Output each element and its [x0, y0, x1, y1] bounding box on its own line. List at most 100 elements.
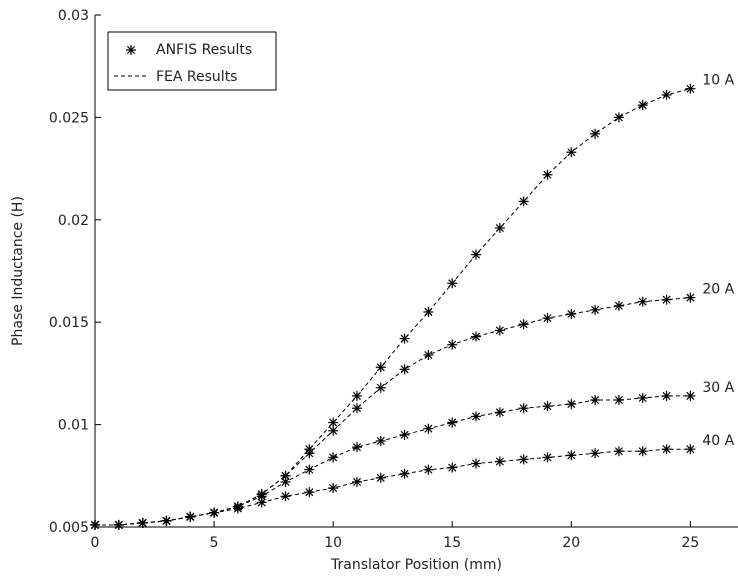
data-point [518, 319, 529, 330]
y-tick-label: 0.02 [58, 213, 89, 229]
data-point [685, 444, 696, 455]
data-point [423, 349, 434, 360]
series-10-a [90, 83, 696, 530]
data-point [542, 401, 553, 412]
x-tick-label: 15 [443, 535, 461, 551]
data-point [90, 519, 100, 530]
series-40-a [90, 444, 696, 530]
y-tick-label: 0.005 [49, 520, 89, 536]
legend-marker-anfis [126, 45, 136, 55]
data-point [375, 362, 386, 373]
series-label: 40 A [702, 433, 734, 449]
series-label: 30 A [702, 380, 734, 396]
data-point [494, 407, 505, 418]
data-point [280, 476, 291, 487]
legend-asterisk [126, 45, 136, 55]
data-point [542, 169, 553, 180]
data-point [447, 339, 458, 350]
x-tick-label: 20 [562, 535, 580, 551]
data-point [637, 296, 648, 307]
data-point [280, 470, 291, 481]
x-tick-label: 25 [681, 535, 699, 551]
data-point [566, 309, 577, 320]
data-point [304, 464, 315, 475]
x-tick-label: 5 [210, 535, 219, 551]
data-point [590, 448, 601, 459]
series-label: 20 A [702, 282, 734, 298]
data-point [613, 300, 624, 311]
legend-box [107, 31, 277, 91]
data-point [590, 395, 601, 406]
data-point [399, 429, 410, 440]
data-point [351, 442, 362, 453]
x-axis-title: Translator Position (mm) [330, 557, 502, 573]
series-line [95, 395, 691, 526]
data-point [304, 487, 315, 498]
data-point [351, 476, 362, 487]
data-point [566, 399, 577, 410]
data-point [328, 425, 339, 436]
y-tick-label: 0.03 [58, 8, 89, 24]
data-point [590, 304, 601, 315]
series-group [90, 83, 696, 530]
series-line [95, 88, 691, 526]
data-point [637, 392, 648, 403]
data-point [637, 446, 648, 457]
data-point [137, 517, 148, 528]
data-point [399, 333, 410, 344]
data-point [613, 395, 624, 406]
data-point [113, 519, 124, 530]
data-point [542, 313, 553, 324]
data-point [280, 491, 291, 502]
data-point [566, 147, 577, 158]
data-point [351, 390, 362, 401]
data-point [328, 452, 339, 463]
y-tick-label: 0.025 [49, 110, 89, 126]
series-line [95, 297, 691, 526]
data-point [161, 515, 172, 526]
data-point [328, 417, 339, 428]
series-20-a [90, 292, 696, 530]
y-tick-label: 0.01 [58, 418, 89, 434]
data-point [542, 452, 553, 463]
data-point [685, 83, 696, 94]
data-point [423, 306, 434, 317]
data-point [375, 435, 386, 446]
data-point [351, 403, 362, 414]
data-point [185, 511, 196, 522]
data-point [399, 468, 410, 479]
data-point [590, 128, 601, 139]
data-point [471, 249, 482, 260]
data-point [494, 325, 505, 336]
data-point [661, 390, 672, 401]
data-point [447, 417, 458, 428]
axes [94, 15, 738, 528]
data-point [423, 423, 434, 434]
data-point [613, 446, 624, 457]
data-point [471, 331, 482, 342]
data-point [494, 456, 505, 467]
legend-label-fea: FEA Results [156, 69, 237, 85]
data-point [304, 448, 315, 459]
series-30-a [90, 390, 696, 530]
x-tick-label: 0 [91, 535, 100, 551]
data-point [375, 382, 386, 393]
series-line [95, 448, 691, 526]
legend: ANFIS Results FEA Results [107, 31, 277, 91]
x-ticks: 0 5 10 15 20 25 [91, 521, 699, 551]
data-point [328, 483, 339, 494]
x-tick-label: 10 [324, 535, 342, 551]
y-ticks: 0.005 0.01 0.015 0.02 0.025 0.03 [49, 8, 101, 536]
data-point [399, 364, 410, 375]
data-point [447, 278, 458, 289]
data-point [518, 454, 529, 465]
y-axis-title: Phase Inductance (H) [10, 196, 26, 346]
data-point [494, 222, 505, 233]
data-point [685, 292, 696, 303]
data-point [661, 89, 672, 100]
data-point [661, 294, 672, 305]
series-label: 10 A [702, 73, 734, 89]
data-point [423, 464, 434, 475]
legend-label-anfis: ANFIS Results [156, 42, 252, 58]
data-point [685, 390, 696, 401]
